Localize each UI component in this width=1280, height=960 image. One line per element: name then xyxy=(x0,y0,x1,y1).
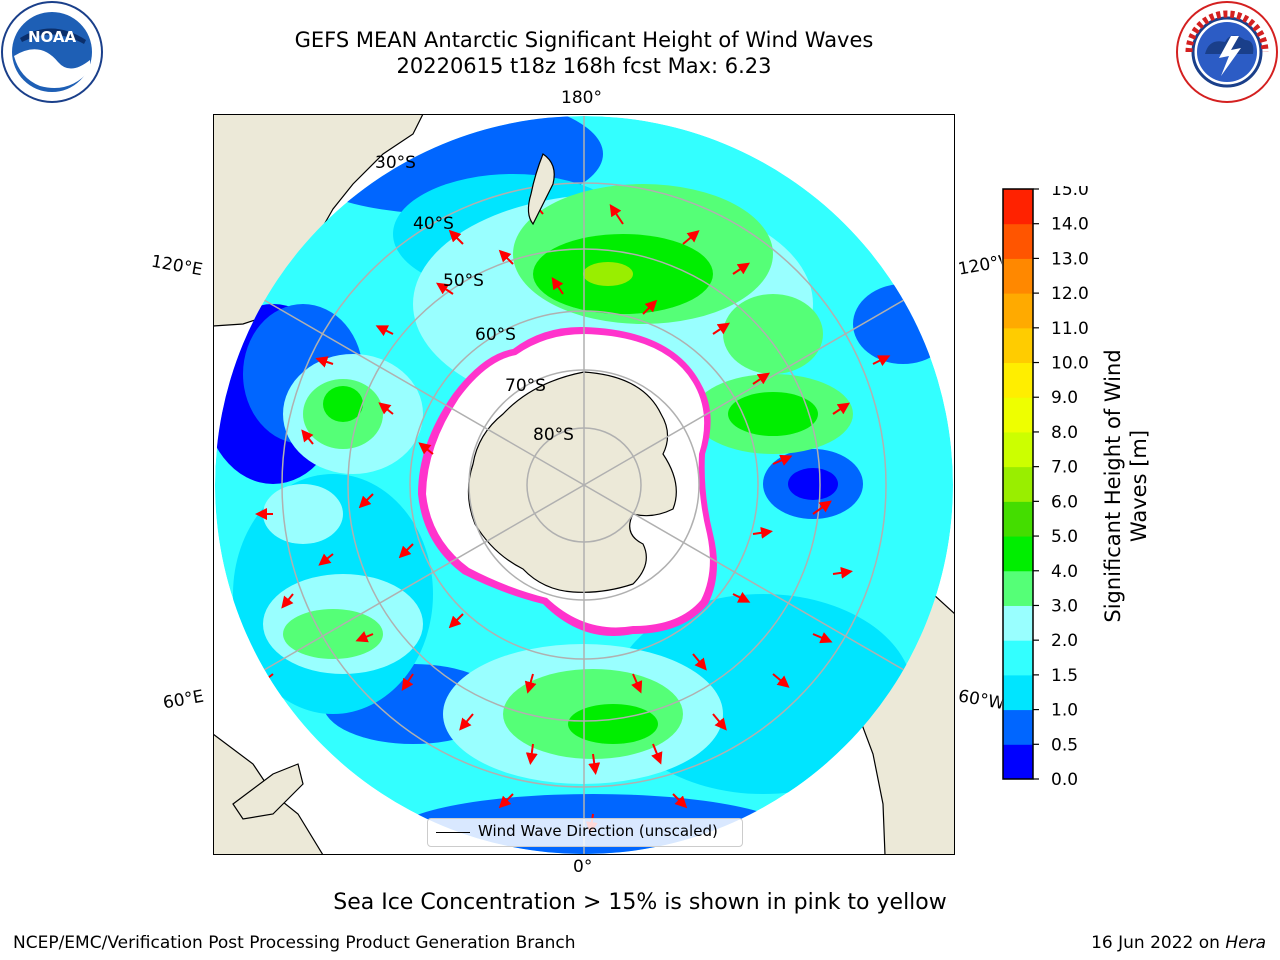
lat-label-70: 70°S xyxy=(505,376,546,396)
colorbar-block xyxy=(1003,744,1033,780)
colorbar-block xyxy=(1003,466,1033,502)
colorbar-block xyxy=(1003,501,1033,537)
colorbar-block xyxy=(1003,223,1033,259)
colorbar-tick-label: 3.0 xyxy=(1051,596,1078,616)
lon-label-120w: 120°W xyxy=(956,252,1004,280)
colorbar-label-line1: Significant Height of Wind xyxy=(1101,349,1125,622)
colorbar: 0.0 0.5 1.0 1.5 2.0 3.0 4.0 5.0 6.0 7.0 8.0 9.0 10.0… xyxy=(1002,186,1151,786)
colorbar-block xyxy=(1003,327,1033,364)
colorbar-tick-label: 6.0 xyxy=(1051,492,1078,512)
colorbar-tick-label: 9.0 xyxy=(1051,388,1078,408)
colorbar-block xyxy=(1003,431,1033,468)
lon-label-60w: 60°W xyxy=(956,686,1004,714)
colorbar-block xyxy=(1003,640,1033,676)
colorbar-tick-label: 15.0 xyxy=(1051,186,1089,200)
machine-name: Hera xyxy=(1225,933,1266,953)
run-date: 16 Jun 2022 on Hera xyxy=(1091,933,1266,953)
land-madagascar xyxy=(232,763,304,820)
legend-line-swatch xyxy=(436,832,470,833)
colorbar-label-line2: Waves [m] xyxy=(1127,430,1151,542)
lat-label-30: 30°S xyxy=(375,153,416,173)
map-legend: Wind Wave Direction (unscaled) xyxy=(427,818,743,847)
colorbar-tick-label: 8.0 xyxy=(1051,423,1078,443)
lat-label-80: 80°S xyxy=(533,425,574,445)
colorbar-block xyxy=(1003,189,1033,225)
colorbar-block xyxy=(1003,293,1033,329)
colorbar-tick-label: 1.5 xyxy=(1051,666,1078,686)
colorbar-block xyxy=(1003,536,1033,572)
legend-label: Wind Wave Direction (unscaled) xyxy=(478,822,718,840)
colorbar-tick-label: 13.0 xyxy=(1051,249,1089,269)
colorbar-block xyxy=(1003,709,1033,745)
colorbar-tick-label: 7.0 xyxy=(1051,458,1078,478)
colorbar-block xyxy=(1003,570,1033,606)
map-subtitle: 20220615 t18z 168h fcst Max: 6.23 xyxy=(396,54,772,78)
sea-ice-note: Sea Ice Concentration > 15% is shown in … xyxy=(333,890,947,915)
colorbar-tick-label: 11.0 xyxy=(1051,319,1089,339)
colorbar-tick-label: 14.0 xyxy=(1051,215,1089,235)
noaa-logo: NOAA xyxy=(1,1,103,103)
lon-label-60e: 60°E xyxy=(161,686,206,714)
colorbar-block xyxy=(1003,258,1033,294)
colorbar-tick-label: 4.0 xyxy=(1051,562,1078,582)
credit-line: NCEP/EMC/Verification Post Processing Pr… xyxy=(13,933,576,953)
lon-label-120e: 120°E xyxy=(149,251,205,281)
svg-text:NOAA: NOAA xyxy=(28,28,77,46)
map-title: GEFS MEAN Antarctic Significant Height o… xyxy=(294,28,874,52)
nws-logo xyxy=(1176,1,1278,103)
colorbar-block xyxy=(1003,397,1033,433)
lat-label-50: 50°S xyxy=(443,271,484,291)
colorbar-tick-label: 1.0 xyxy=(1051,701,1078,721)
colorbar-block xyxy=(1003,362,1033,398)
colorbar-tick-label: 5.0 xyxy=(1051,527,1078,547)
lon-label-180: 180° xyxy=(561,88,602,108)
land-antarctica xyxy=(467,371,677,593)
lon-label-0: 0° xyxy=(573,857,593,877)
run-date-text: 16 Jun 2022 on xyxy=(1091,933,1226,953)
colorbar-block xyxy=(1003,674,1033,711)
colorbar-tick-label: 0.0 xyxy=(1051,770,1078,786)
colorbar-block xyxy=(1003,605,1033,641)
lat-label-40: 40°S xyxy=(413,214,454,234)
colorbar-tick-label: 10.0 xyxy=(1051,354,1089,374)
land-new-zealand xyxy=(527,153,555,226)
colorbar-tick-label: 0.5 xyxy=(1051,735,1078,755)
colorbar-tick-label: 12.0 xyxy=(1051,284,1089,304)
colorbar-tick-label: 2.0 xyxy=(1051,631,1078,651)
lat-label-60: 60°S xyxy=(475,325,516,345)
polar-map: 30°S 40°S 50°S 60°S 70°S 80°S xyxy=(213,114,955,855)
